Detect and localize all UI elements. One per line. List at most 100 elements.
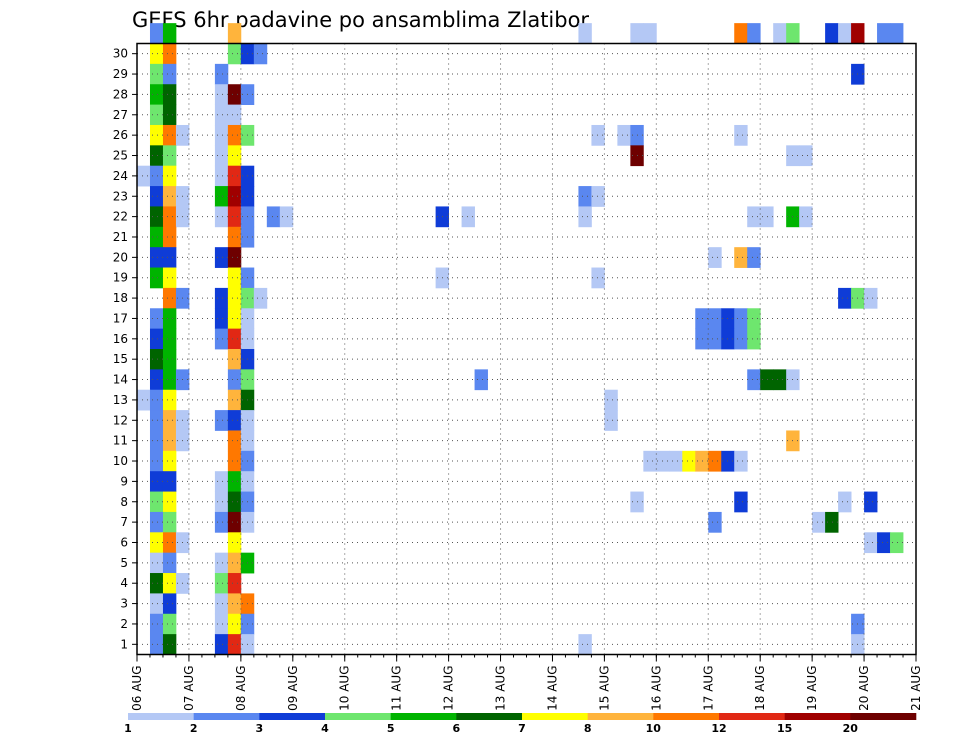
y-tick-label: 5 xyxy=(120,556,128,570)
heat-cell xyxy=(227,593,242,615)
heat-cell xyxy=(214,124,229,146)
heat-cell xyxy=(227,471,242,492)
heat-cell xyxy=(214,247,229,268)
colorbar-label: 15 xyxy=(777,722,792,735)
heat-cell xyxy=(149,104,164,126)
heat-cell xyxy=(227,206,242,228)
x-tick-label: 19 AUG xyxy=(805,666,819,711)
colorbar-swatch xyxy=(587,713,654,720)
colorbar-swatch xyxy=(522,713,588,720)
colorbar-label: 6 xyxy=(452,722,460,735)
heat-cell xyxy=(708,450,722,472)
heat-cell xyxy=(708,511,722,533)
heat-cell xyxy=(214,308,229,330)
x-tick-label: 06 AUG xyxy=(130,666,144,711)
colorbar-swatch xyxy=(259,713,326,720)
heat-cell xyxy=(669,450,683,472)
heat-cell xyxy=(214,511,229,533)
heat-cell xyxy=(162,328,177,350)
heat-cell xyxy=(214,287,229,309)
heat-cell xyxy=(149,186,164,207)
heat-cell xyxy=(643,450,657,472)
heat-cell xyxy=(734,491,748,513)
heat-cell xyxy=(227,267,242,289)
x-axis: 06 AUG 07 AUG 08 AUG 09 AUG 10 AUG 11 AUG 12 A… xyxy=(130,654,923,711)
heat-cell xyxy=(214,84,229,105)
heat-cell xyxy=(162,206,177,228)
colorbar-swatch xyxy=(719,713,785,720)
heat-cell xyxy=(474,369,488,391)
heat-cell xyxy=(162,511,177,533)
y-tick-label: 10 xyxy=(113,454,128,468)
heat-cell xyxy=(760,369,774,391)
heat-cell xyxy=(253,287,268,309)
heat-cell xyxy=(162,124,177,146)
heat-cell xyxy=(149,450,164,472)
x-tick-label: 21 AUG xyxy=(909,666,923,711)
colorbar-label: 1 xyxy=(124,722,132,735)
heat-cell xyxy=(214,206,229,228)
colorbar-label: 5 xyxy=(387,722,395,735)
heat-cell xyxy=(799,206,813,228)
heat-cell xyxy=(227,145,242,167)
y-tick-label: 6 xyxy=(120,535,128,549)
heat-cell xyxy=(734,450,748,472)
heat-cell xyxy=(149,247,164,268)
heat-cell xyxy=(708,328,722,350)
heat-cell xyxy=(162,349,177,370)
y-tick-label: 27 xyxy=(113,108,128,122)
heat-cell xyxy=(578,186,592,207)
heat-cell xyxy=(162,63,177,85)
y-tick-label: 9 xyxy=(120,474,128,488)
heat-cell xyxy=(214,552,229,574)
heat-cell xyxy=(279,206,294,228)
colorbar-label: 3 xyxy=(255,722,263,735)
heat-cell xyxy=(799,145,813,167)
heat-cell xyxy=(734,328,748,350)
x-tick-label: 08 AUG xyxy=(234,666,248,711)
heat-cell xyxy=(734,23,748,44)
heat-cell xyxy=(591,186,605,207)
heat-cell xyxy=(227,23,242,44)
y-tick-label: 7 xyxy=(120,515,128,529)
colorbar-label: 4 xyxy=(321,722,329,735)
heat-cell xyxy=(227,328,242,350)
heat-cell xyxy=(214,104,229,126)
chart-title: GEFS 6hr padavine po ansamblima Zlatibor xyxy=(132,8,589,32)
heat-cell xyxy=(149,349,164,370)
heat-cell xyxy=(591,124,605,146)
heat-cell xyxy=(162,267,177,289)
heat-cell xyxy=(149,328,164,350)
heat-cell xyxy=(578,206,592,228)
heat-cell xyxy=(734,247,748,268)
y-tick-label: 26 xyxy=(113,128,128,142)
y-tick-label: 29 xyxy=(113,67,128,81)
heat-cell xyxy=(227,491,242,513)
heat-cell xyxy=(747,247,761,268)
heat-cell xyxy=(227,308,242,330)
heat-cell xyxy=(227,389,242,411)
heat-cell xyxy=(214,471,229,492)
heat-cell xyxy=(227,124,242,146)
heat-cell xyxy=(877,23,891,44)
heat-cell xyxy=(877,532,891,554)
heat-cell xyxy=(864,532,878,554)
heat-cell xyxy=(149,511,164,533)
y-tick-label: 4 xyxy=(120,576,128,590)
colorbar-swatch xyxy=(653,713,720,720)
heat-cell xyxy=(149,430,164,452)
heat-cell xyxy=(773,23,787,44)
x-tick-label: 07 AUG xyxy=(182,666,196,711)
y-tick-label: 15 xyxy=(113,352,128,366)
heat-cell xyxy=(604,410,618,431)
y-tick-label: 8 xyxy=(120,495,128,509)
y-axis: 1234567891011121314151617181920212223242… xyxy=(113,47,137,651)
y-tick-label: 3 xyxy=(120,597,128,611)
y-tick-label: 21 xyxy=(113,230,128,244)
heat-cell xyxy=(656,450,670,472)
heat-cell xyxy=(162,226,177,248)
heat-cell xyxy=(253,43,268,65)
x-tick-label: 16 AUG xyxy=(649,666,663,711)
heat-cell xyxy=(747,23,761,44)
